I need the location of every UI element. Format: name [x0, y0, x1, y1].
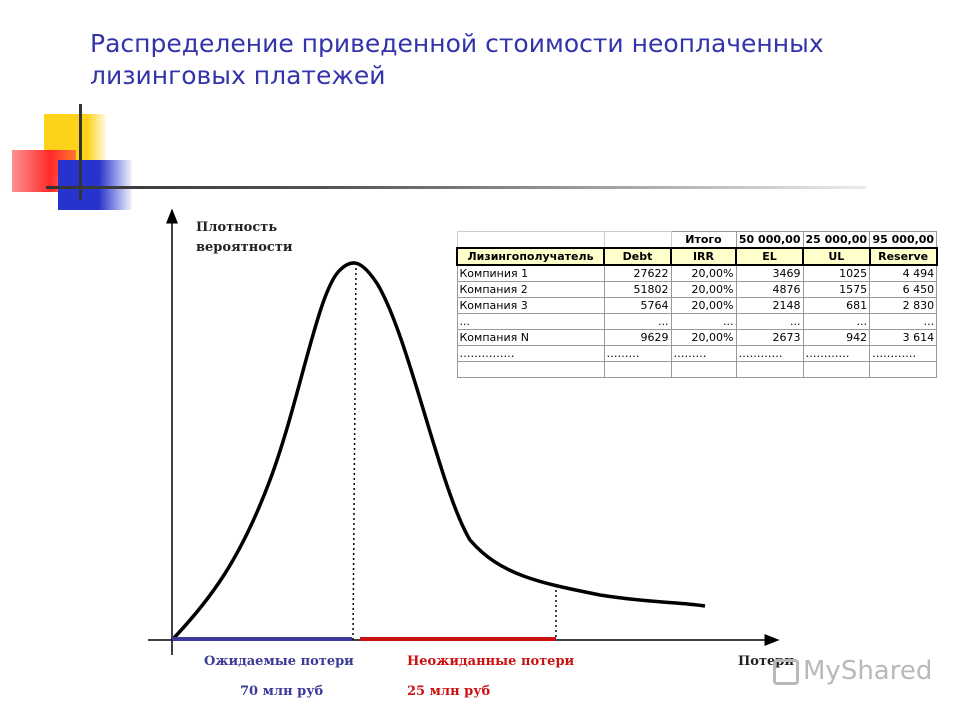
table-cell: ………	[603, 345, 672, 362]
table-header: Лизингополучатель	[456, 247, 605, 266]
table-cell: Компания 3	[456, 297, 605, 314]
x-axis-title: Потери	[738, 654, 795, 669]
table-cell-total-label: Итого	[670, 231, 737, 249]
decor-vertical-line	[79, 104, 82, 200]
y-axis-title: Плотность вероятности	[196, 218, 293, 258]
table-cell: 9629	[603, 329, 672, 346]
table-cell: ...	[802, 313, 871, 330]
table-total-row: Итого 50 000,00 25 000,00 95 000,00	[456, 231, 938, 249]
table-cell: 681	[802, 297, 871, 314]
table-cell: Компиния 1	[456, 264, 605, 282]
table-cell	[603, 361, 672, 378]
table-cell: 6 450	[869, 281, 938, 298]
table-cell: 20,00%	[670, 264, 737, 282]
expected-loss-value: 70 млн руб	[240, 684, 324, 699]
y-axis-title-line1: Плотность	[196, 220, 278, 235]
table-cell	[456, 361, 605, 378]
table-cell: 20,00%	[670, 297, 737, 314]
table-cell: 942	[802, 329, 871, 346]
table-cell: 5764	[603, 297, 672, 314]
table-row: ... ... ... ... ... ...	[456, 313, 938, 330]
table-cell: 1025	[802, 264, 871, 282]
table-cell: Компания 2	[456, 281, 605, 298]
table-cell: ...	[670, 313, 737, 330]
table-cell: 2148	[735, 297, 804, 314]
table-row: Компиния 1 27622 20,00% 3469 1025 4 494	[456, 264, 938, 282]
table-cell: ………	[670, 345, 737, 362]
table-cell: 2673	[735, 329, 804, 346]
table-row: Компания 2 51802 20,00% 4876 1575 6 450	[456, 281, 938, 298]
unexpected-loss-value: 25 млн руб	[407, 684, 491, 699]
leasing-table: Итого 50 000,00 25 000,00 95 000,00 Лизи…	[456, 231, 938, 378]
table-cell: …………	[735, 345, 804, 362]
table-cell: 3 614	[869, 329, 938, 346]
expected-loss-dotted-line	[352, 262, 357, 641]
table-cell-total-el: 50 000,00	[735, 231, 804, 249]
table-header: Debt	[603, 247, 672, 266]
table-cell-total-reserve: 95 000,00	[869, 231, 938, 249]
table-cell: ...	[735, 313, 804, 330]
table-header: EL	[735, 247, 804, 266]
watermark-text: MyShared	[803, 656, 933, 686]
table-row: Компания 3 5764 20,00% 2148 681 2 830	[456, 297, 938, 314]
decor-blue-square	[58, 160, 132, 210]
table-cell: ...	[603, 313, 672, 330]
table-header: Reserve	[868, 247, 938, 266]
table-cell: ...	[869, 313, 938, 330]
table-cell: 2 830	[869, 297, 938, 314]
myshared-watermark: MyShared	[773, 656, 932, 686]
table-header: IRR	[670, 247, 737, 266]
table-cell: 20,00%	[670, 281, 737, 298]
table-cell: 27622	[603, 264, 672, 282]
table-cell: 3469	[735, 264, 804, 282]
table-cell	[802, 361, 871, 378]
table-cell-total-ul: 25 000,00	[802, 231, 871, 249]
table-cell: 1575	[802, 281, 871, 298]
table-cell: ……………	[456, 345, 605, 362]
table-cell	[670, 361, 737, 378]
table-cell: ...	[456, 313, 605, 330]
table-header: UL	[802, 247, 871, 266]
table-cell	[603, 231, 672, 249]
table-cell: 4 494	[869, 264, 938, 282]
table-row: …………… ……… ……… ………… ………… …………	[456, 345, 938, 362]
table-cell	[735, 361, 804, 378]
density-curve	[170, 261, 706, 642]
table-cell	[869, 361, 938, 378]
decor-horizontal-line	[46, 186, 866, 189]
table-cell: …………	[802, 345, 871, 362]
table-cell: …………	[869, 345, 938, 362]
table-row: Компания N 9629 20,00% 2673 942 3 614	[456, 329, 938, 346]
expected-loss-label: Ожидаемые потери	[204, 654, 354, 669]
table-row	[456, 361, 938, 378]
unexpected-loss-label: Неожиданные потери	[407, 654, 575, 669]
table-cell: 4876	[735, 281, 804, 298]
table-cell: Компания N	[456, 329, 605, 346]
slide-title: Распределение приведенной стоимости неоп…	[90, 29, 824, 90]
y-axis-title-line2: вероятности	[196, 240, 293, 255]
table-cell	[456, 231, 605, 249]
table-cell: 20,00%	[670, 329, 737, 346]
table-cell: 51802	[603, 281, 672, 298]
myshared-logo-icon	[773, 658, 799, 685]
table-header-row: Лизингополучатель Debt IRR EL UL Reserve	[456, 247, 938, 266]
